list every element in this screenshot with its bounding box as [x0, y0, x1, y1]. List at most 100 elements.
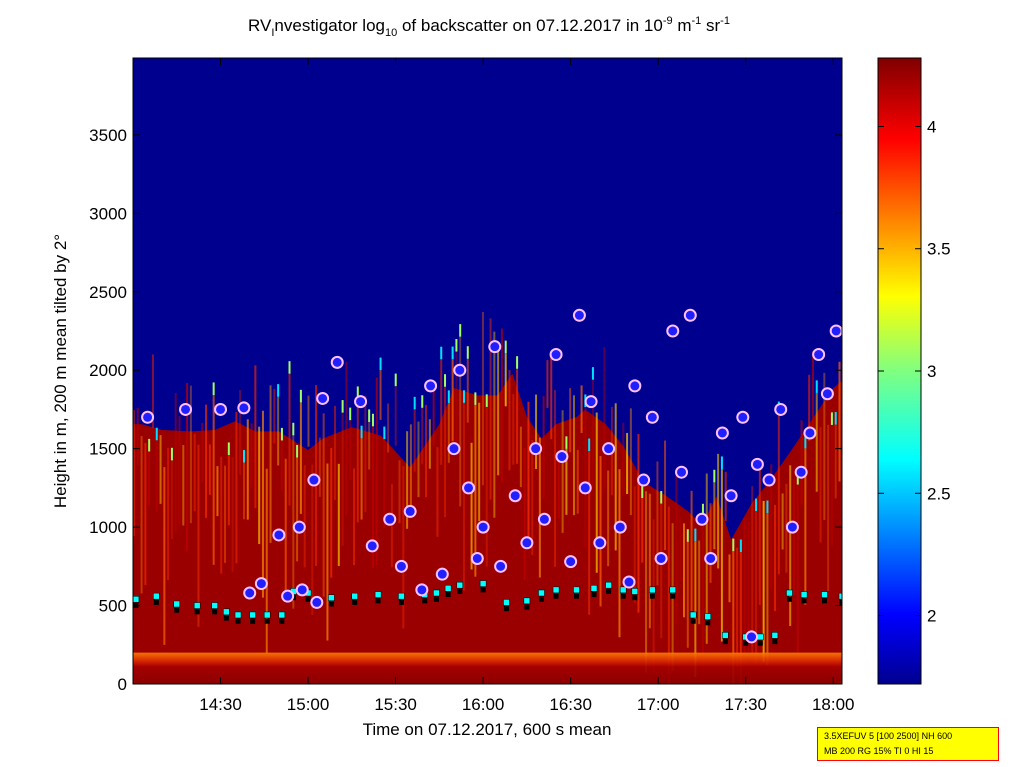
backscatter-streak: [227, 455, 230, 526]
mixing-layer-point: [279, 618, 285, 624]
backscatter-streak: [159, 435, 162, 504]
backscatter-streak: [330, 447, 333, 578]
backscatter-streak: [280, 440, 283, 491]
cloud-base-point: [141, 410, 155, 424]
backscatter-edge: [155, 427, 158, 441]
mixing-layer-point: [690, 618, 696, 624]
backscatter-streak: [660, 503, 663, 639]
cloud-base-point: [564, 555, 578, 569]
plot-frame: [132, 57, 843, 685]
backscatter-streak: [364, 395, 367, 513]
mixing-layer-alt-point: [619, 586, 627, 594]
cloud-base-point: [272, 528, 286, 542]
backscatter-streak: [834, 424, 837, 499]
backscatter-streak: [508, 369, 511, 471]
mixing-layer-alt-point: [704, 613, 712, 620]
cloud-base-point: [316, 391, 330, 405]
backscatter-edge: [444, 374, 447, 387]
backscatter-streak: [595, 412, 598, 573]
cloud-base-point: [602, 442, 616, 456]
y-tick-label: 1000: [89, 518, 127, 537]
mixing-layer-point: [235, 618, 241, 624]
backscatter-streak: [500, 328, 503, 482]
colorbar-tick-label: 2.5: [927, 484, 951, 503]
backscatter-streak: [322, 413, 325, 597]
mixing-layer-point: [757, 640, 763, 646]
mixing-layer-alt-point: [538, 589, 545, 597]
backscatter-streak: [269, 385, 272, 543]
mixing-layer-point: [250, 618, 256, 624]
mixing-layer-point: [649, 593, 655, 599]
backscatter-edge: [421, 395, 424, 408]
backscatter-streak: [774, 504, 777, 612]
backscatter-streak: [349, 420, 352, 480]
x-tick-label: 18:00: [812, 695, 855, 714]
backscatter-edge: [349, 407, 352, 421]
near-ground-layer: [133, 652, 842, 684]
backscatter-edge: [804, 435, 807, 449]
mixing-layer-alt-point: [173, 600, 181, 608]
backscatter-streak: [569, 388, 572, 453]
backscatter-streak: [299, 402, 302, 514]
backscatter-streak: [637, 434, 640, 613]
cloud-base-point: [383, 512, 397, 526]
backscatter-streak: [459, 336, 462, 507]
backscatter-streak: [220, 456, 223, 574]
mixing-layer-alt-point: [631, 588, 639, 595]
backscatter-streak: [341, 412, 344, 546]
backscatter-edge: [830, 412, 833, 425]
backscatter-edge: [815, 380, 818, 393]
cloud-base-point: [310, 595, 324, 609]
cloud-base-point: [508, 489, 522, 503]
backscatter-streak: [827, 424, 830, 592]
backscatter-streak: [481, 311, 484, 486]
backscatter-streak: [811, 351, 814, 427]
backscatter-edge: [360, 425, 363, 439]
backscatter-edge: [565, 436, 568, 449]
x-tick-label: 15:30: [374, 695, 417, 714]
backscatter-edge: [292, 422, 295, 436]
backscatter-streak: [421, 407, 424, 465]
mixing-layer-alt-point: [689, 611, 697, 619]
mixing-layer-alt-point: [328, 594, 335, 601]
backscatter-edge: [660, 491, 663, 504]
backscatter-streak: [599, 456, 602, 607]
mixing-layer-point: [328, 601, 334, 607]
backscatter-streak: [265, 468, 268, 654]
cloud-base-point: [403, 504, 417, 518]
backscatter-streak: [224, 465, 227, 563]
cloud-base-point: [762, 473, 776, 487]
backscatter-streak: [466, 358, 469, 423]
backscatter-streak: [303, 465, 306, 568]
backscatter-streak: [390, 483, 393, 568]
backscatter-streak: [766, 513, 769, 665]
backscatter-streak: [667, 506, 670, 684]
mixing-layer-point: [538, 596, 544, 602]
backscatter-streak: [409, 424, 412, 508]
backscatter-streak: [144, 443, 147, 585]
backscatter-edge: [394, 373, 397, 387]
backscatter-streak: [334, 405, 337, 501]
colorbar: [877, 57, 922, 685]
backscatter-streak: [474, 404, 477, 577]
backscatter-streak: [387, 403, 390, 453]
backscatter-streak: [261, 410, 264, 598]
backscatter-streak: [682, 523, 685, 618]
cloud-base-point: [628, 379, 642, 393]
mixing-layer-point: [620, 593, 626, 599]
cloud-base-point: [675, 465, 689, 479]
backscatter-edge: [591, 367, 594, 380]
backscatter-streak: [645, 491, 648, 673]
backscatter-streak: [379, 370, 382, 420]
backscatter-streak: [614, 403, 617, 551]
backscatter-streak: [155, 440, 158, 512]
cloud-base-point: [794, 465, 808, 479]
backscatter-streak: [345, 361, 348, 516]
backscatter-edge: [356, 386, 359, 399]
mixing-layer-alt-point: [503, 599, 510, 606]
backscatter-streak: [277, 396, 280, 466]
cloud-base-point: [549, 348, 563, 362]
mixing-layer-alt-point: [590, 585, 598, 592]
backscatter-streak: [686, 541, 689, 648]
backscatter-edge: [686, 529, 689, 542]
